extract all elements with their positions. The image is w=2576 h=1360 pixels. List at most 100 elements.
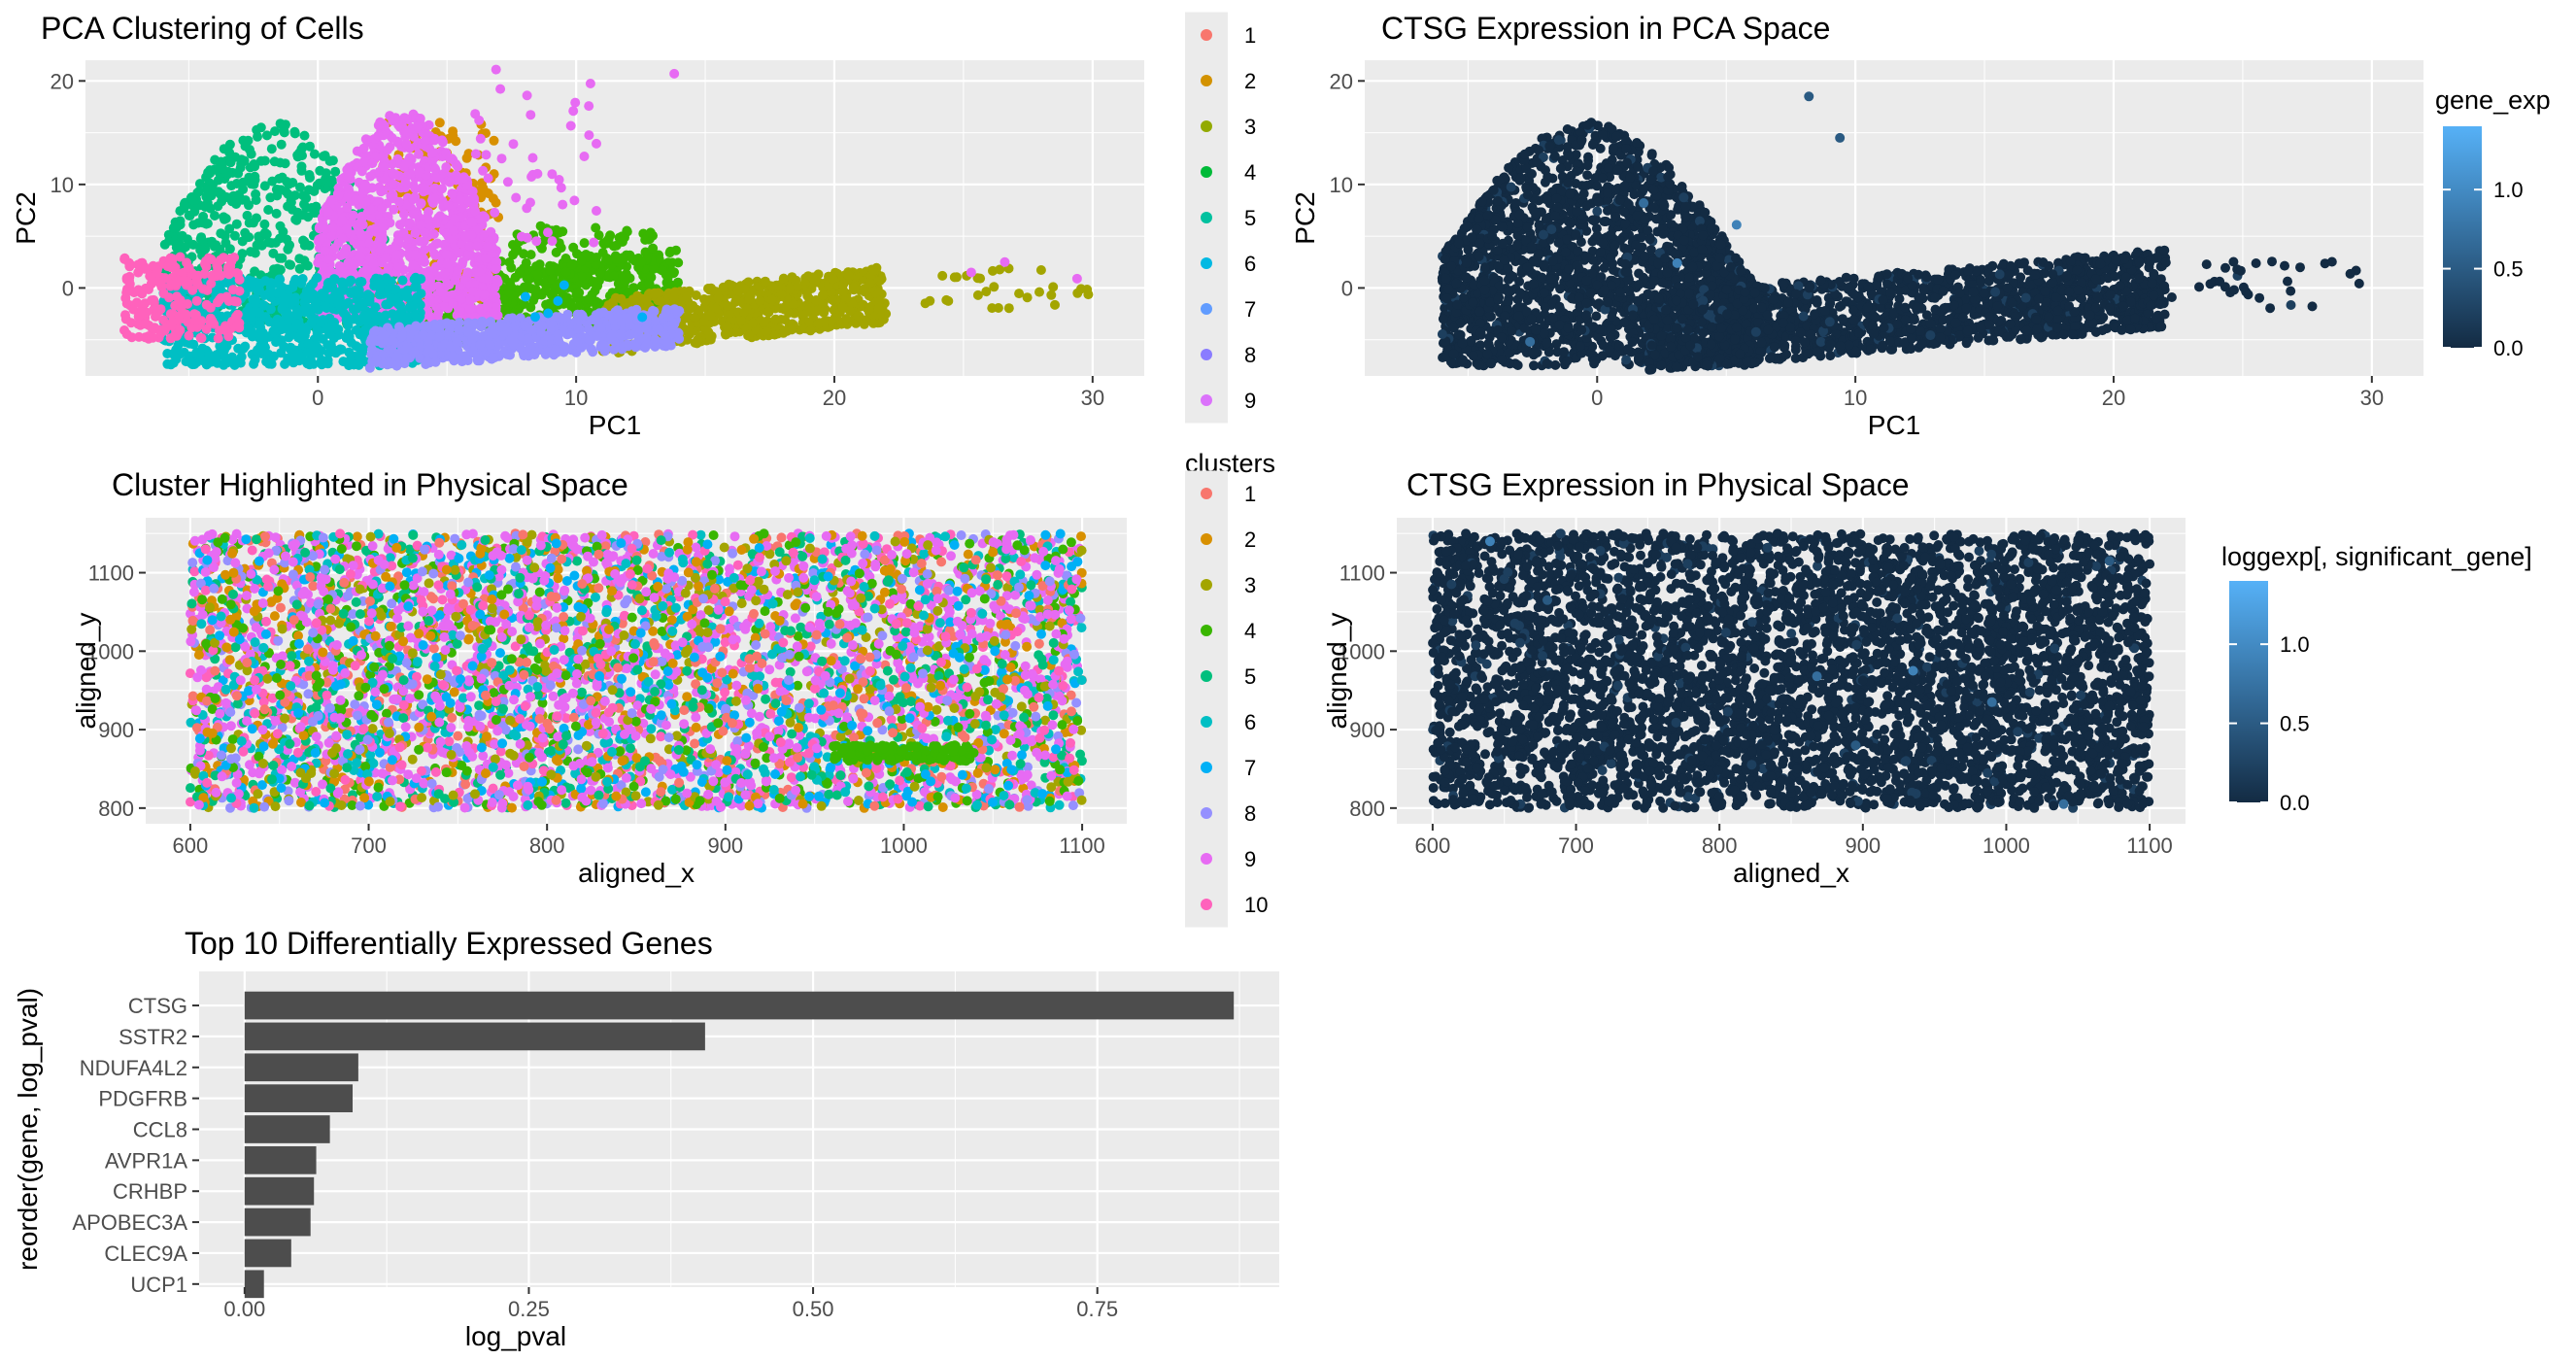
data-point: [408, 194, 418, 205]
data-point: [360, 316, 371, 326]
data-point: [474, 267, 485, 277]
data-point: [410, 272, 421, 283]
data-point: [732, 286, 743, 296]
data-point: [244, 218, 254, 228]
data-point: [755, 295, 765, 306]
data-point: [382, 145, 392, 155]
data-point: [481, 150, 491, 160]
data-point: [457, 203, 467, 213]
data-point: [491, 197, 501, 208]
data-point: [299, 130, 310, 141]
data-point: [636, 256, 647, 267]
data-point: [299, 199, 309, 210]
data-point: [1048, 282, 1059, 292]
data-point: [317, 232, 327, 243]
data-point: [175, 324, 186, 335]
data-point: [495, 84, 506, 94]
data-point: [327, 155, 338, 166]
data-point: [792, 282, 802, 291]
data-point: [284, 179, 294, 189]
data-point: [415, 114, 425, 123]
data-point: [560, 254, 571, 263]
data-point: [129, 288, 140, 298]
data-point: [356, 228, 366, 239]
data-point: [165, 359, 176, 370]
data-point: [410, 184, 421, 194]
data-point: [138, 308, 149, 318]
data-point: [222, 357, 233, 368]
data-point: [253, 131, 262, 142]
data-point: [594, 268, 605, 279]
data-point: [323, 207, 334, 217]
data-point: [414, 236, 424, 247]
data-point: [280, 158, 290, 169]
data-point: [693, 334, 703, 345]
data-point: [375, 232, 386, 243]
data-point: [373, 222, 384, 233]
data-point: [259, 219, 270, 229]
data-point: [360, 134, 371, 145]
data-point: [390, 169, 400, 180]
data-point: [492, 277, 503, 288]
data-point: [463, 327, 473, 337]
data-point: [367, 158, 378, 169]
data-point: [405, 218, 416, 228]
data-point: [275, 221, 286, 231]
data-point: [324, 325, 335, 336]
data-point: [333, 324, 344, 334]
data-point: [439, 268, 450, 279]
data-point: [482, 241, 492, 252]
data-point: [532, 269, 543, 280]
data-point: [294, 263, 305, 274]
data-point: [668, 292, 679, 303]
data-point: [248, 328, 258, 339]
data-point: [350, 259, 360, 270]
data-point: [664, 248, 675, 258]
data-point: [566, 259, 577, 270]
data-point: [819, 317, 830, 327]
data-point: [216, 228, 226, 239]
data-point: [269, 351, 279, 361]
data-point: [658, 265, 667, 276]
data-point: [491, 264, 501, 275]
data-point: [568, 106, 579, 117]
data-point: [236, 154, 247, 165]
data-point: [511, 192, 522, 203]
data-point: [210, 211, 220, 221]
data-point: [374, 131, 385, 142]
data-point: [525, 197, 535, 208]
data-point: [941, 294, 952, 305]
data-point: [237, 236, 248, 247]
data-point: [579, 152, 590, 161]
data-point: [987, 303, 998, 314]
data-point: [304, 170, 315, 180]
data-point: [202, 285, 213, 295]
data-point: [365, 171, 376, 182]
data-point: [805, 325, 816, 336]
data-point: [705, 310, 716, 321]
data-point: [268, 325, 279, 336]
data-point: [213, 201, 223, 212]
data-point: [232, 168, 243, 178]
data-point: [542, 347, 553, 357]
data-point: [410, 250, 421, 260]
data-point: [828, 295, 838, 305]
data-point: [545, 265, 555, 276]
data-point: [400, 177, 411, 187]
data-point: [254, 307, 264, 318]
data-point: [330, 166, 341, 177]
data-point: [339, 249, 350, 259]
data-point: [175, 206, 186, 217]
data-point: [453, 161, 463, 172]
data-point: [354, 289, 364, 299]
data-point: [346, 337, 356, 348]
data-point: [776, 289, 787, 299]
data-point: [1076, 284, 1086, 294]
data-point: [489, 135, 499, 146]
data-point: [560, 266, 571, 277]
data-point: [593, 230, 604, 241]
data-point: [551, 247, 561, 257]
data-point: [176, 303, 186, 314]
data-point: [152, 265, 162, 276]
